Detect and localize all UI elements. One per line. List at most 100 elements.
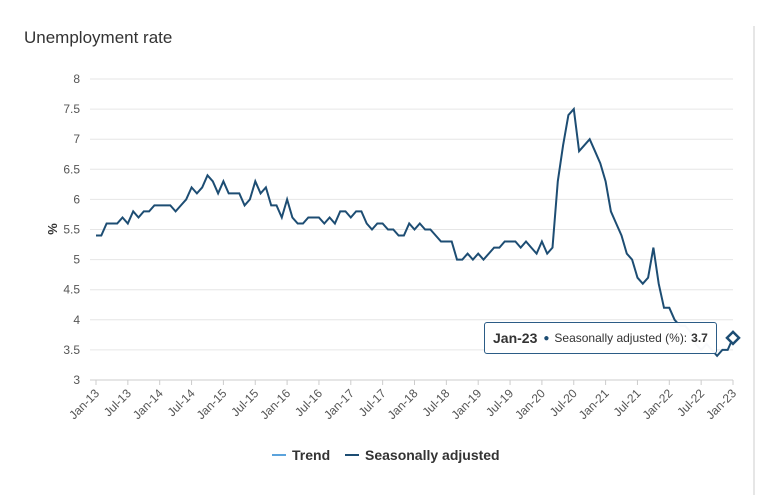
seasonal-series-line[interactable] [96,106,734,358]
seasonal-data-point[interactable] [93,233,99,239]
seasonal-data-point[interactable] [629,257,635,263]
seasonal-data-point[interactable] [189,184,195,190]
seasonal-data-point[interactable] [311,214,317,220]
seasonal-data-point[interactable] [597,160,603,166]
seasonal-data-point[interactable] [417,220,423,226]
seasonal-data-point[interactable] [173,208,179,214]
seasonal-data-point[interactable] [470,257,476,263]
seasonal-data-point[interactable] [571,106,577,112]
seasonal-data-point[interactable] [300,220,306,226]
seasonal-data-point[interactable] [619,233,625,239]
seasonal-data-point[interactable] [348,214,354,220]
seasonal-data-point[interactable] [396,233,402,239]
seasonal-data-point[interactable] [332,220,338,226]
seasonal-data-point[interactable] [120,214,126,220]
seasonal-data-point[interactable] [534,251,540,257]
seasonal-data-point[interactable] [587,136,593,142]
seasonal-data-point[interactable] [539,239,545,245]
seasonal-data-point[interactable] [178,202,184,208]
seasonal-data-point[interactable] [151,202,157,208]
seasonal-data-point[interactable] [518,245,524,251]
seasonal-data-point[interactable] [661,305,667,311]
seasonal-data-point[interactable] [98,233,104,239]
seasonal-data-point[interactable] [220,178,226,184]
seasonal-data-point[interactable] [555,178,561,184]
seasonal-data-point[interactable] [459,257,465,263]
seasonal-data-point[interactable] [608,208,614,214]
seasonal-data-point[interactable] [289,214,295,220]
seasonal-data-point[interactable] [327,214,333,220]
seasonal-data-point[interactable] [390,227,396,233]
seasonal-data-point[interactable] [507,239,513,245]
seasonal-data-point[interactable] [725,347,731,353]
seasonal-data-point[interactable] [231,190,237,196]
seasonal-data-point[interactable] [295,220,301,226]
seasonal-data-point[interactable] [449,239,455,245]
seasonal-data-point[interactable] [385,227,391,233]
seasonal-data-point[interactable] [640,281,646,287]
seasonal-data-point[interactable] [719,347,725,353]
seasonal-data-point[interactable] [475,251,481,257]
seasonal-data-point[interactable] [465,251,471,257]
seasonal-data-point[interactable] [624,251,630,257]
seasonal-data-point[interactable] [215,190,221,196]
seasonal-data-point[interactable] [650,245,656,251]
seasonal-data-point[interactable] [252,178,258,184]
seasonal-data-point[interactable] [268,202,274,208]
seasonal-data-point[interactable] [374,220,380,226]
seasonal-data-point[interactable] [305,214,311,220]
seasonal-data-point[interactable] [273,202,279,208]
hover-marker[interactable] [725,330,741,346]
seasonal-data-point[interactable] [226,190,232,196]
seasonal-data-point[interactable] [666,305,672,311]
seasonal-data-point[interactable] [645,275,651,281]
seasonal-data-point[interactable] [613,220,619,226]
seasonal-data-point[interactable] [316,214,322,220]
seasonal-data-point[interactable] [481,257,487,263]
seasonal-data-point[interactable] [114,220,120,226]
seasonal-data-point[interactable] [401,233,407,239]
seasonal-data-point[interactable] [337,208,343,214]
seasonal-data-point[interactable] [263,184,269,190]
seasonal-data-point[interactable] [496,245,502,251]
seasonal-data-point[interactable] [512,239,518,245]
seasonal-data-point[interactable] [560,142,566,148]
seasonal-data-point[interactable] [364,220,370,226]
seasonal-data-point[interactable] [210,178,216,184]
seasonal-data-point[interactable] [603,178,609,184]
seasonal-data-point[interactable] [130,208,136,214]
seasonal-data-point[interactable] [486,251,492,257]
seasonal-data-point[interactable] [141,208,147,214]
seasonal-data-point[interactable] [279,214,285,220]
seasonal-data-point[interactable] [576,148,582,154]
seasonal-data-point[interactable] [412,227,418,233]
seasonal-data-point[interactable] [358,208,364,214]
seasonal-data-point[interactable] [135,214,141,220]
seasonal-data-point[interactable] [438,239,444,245]
seasonal-data-point[interactable] [236,190,242,196]
seasonal-data-point[interactable] [406,220,412,226]
seasonal-data-point[interactable] [258,190,264,196]
seasonal-data-point[interactable] [342,208,348,214]
seasonal-data-point[interactable] [194,190,200,196]
seasonal-data-point[interactable] [157,202,163,208]
seasonal-data-point[interactable] [565,112,571,118]
seasonal-data-point[interactable] [454,257,460,263]
seasonal-data-point[interactable] [581,142,587,148]
seasonal-data-point[interactable] [146,208,152,214]
seasonal-data-point[interactable] [109,220,115,226]
seasonal-data-point[interactable] [247,196,253,202]
seasonal-data-point[interactable] [550,245,556,251]
seasonal-data-point[interactable] [523,239,529,245]
legend-item-trend[interactable]: Trend [272,447,330,463]
seasonal-data-point[interactable] [443,239,449,245]
seasonal-data-point[interactable] [204,172,210,178]
seasonal-data-point[interactable] [427,227,433,233]
seasonal-data-point[interactable] [199,184,205,190]
seasonal-data-point[interactable] [369,227,375,233]
seasonal-data-point[interactable] [502,239,508,245]
seasonal-data-point[interactable] [284,196,290,202]
seasonal-data-point[interactable] [167,202,173,208]
seasonal-data-point[interactable] [125,220,131,226]
seasonal-data-point[interactable] [321,220,327,226]
